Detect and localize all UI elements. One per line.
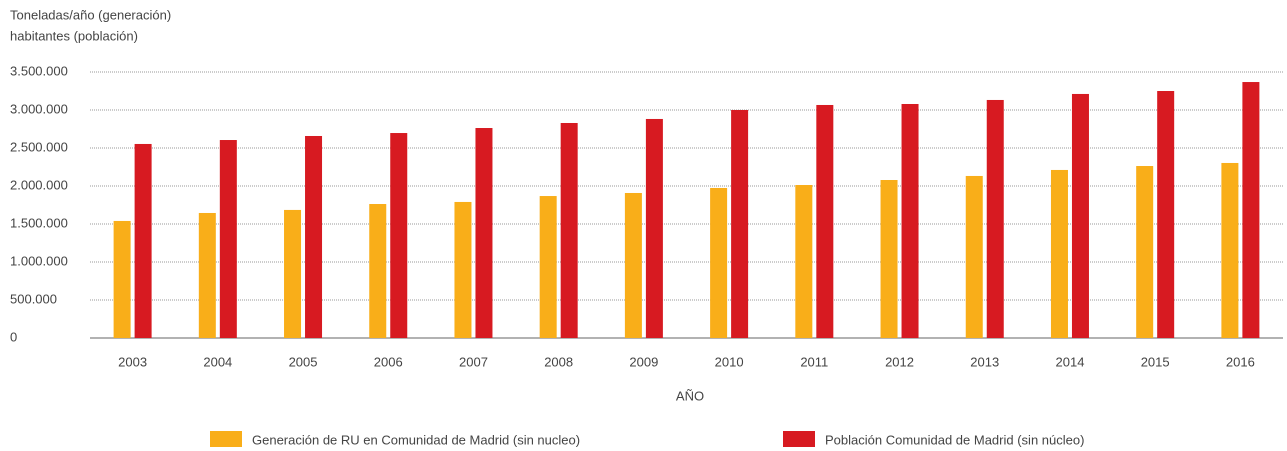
x-tick-label: 2014: [1056, 354, 1085, 369]
bar: [795, 185, 813, 338]
x-tick-label: 2005: [289, 354, 318, 369]
bar: [1071, 93, 1089, 339]
x-tick-label: 2013: [970, 354, 999, 369]
bar: [305, 135, 323, 338]
bar: [560, 122, 578, 338]
bar: [816, 104, 834, 338]
bar: [198, 212, 216, 338]
x-tick-label: 2015: [1141, 354, 1170, 369]
legend-swatch: [783, 431, 815, 447]
x-tick-label: 2008: [544, 354, 573, 369]
bar: [539, 196, 557, 338]
bar: [390, 133, 408, 338]
bar: [880, 179, 898, 338]
y-tick-label: 3.000.000: [10, 101, 68, 116]
legend-label: Generación de RU en Comunidad de Madrid …: [252, 432, 580, 447]
y-tick-label: 500.000: [10, 291, 57, 306]
y-axis-label: Toneladas/año (generación): [10, 7, 171, 22]
bar: [624, 192, 642, 338]
x-tick-label: 2010: [715, 354, 744, 369]
x-tick-label: 2012: [885, 354, 914, 369]
bar: [645, 118, 663, 338]
legend-swatch: [210, 431, 242, 447]
bar: [284, 209, 302, 338]
y-tick-label: 2.000.000: [10, 177, 68, 192]
x-tick-label: 2016: [1226, 354, 1255, 369]
y-tick-label: 1.500.000: [10, 215, 68, 230]
y-axis-label: habitantes (población): [10, 28, 138, 43]
bar: [1157, 91, 1175, 338]
x-tick-label: 2009: [629, 354, 658, 369]
y-tick-label: 2.500.000: [10, 139, 68, 154]
bar: [219, 140, 237, 338]
x-tick-label: 2004: [203, 354, 232, 369]
bar: [113, 220, 131, 338]
bar: [1136, 166, 1154, 338]
x-axis-label: AÑO: [676, 388, 704, 403]
bar: [986, 99, 1004, 338]
y-tick-label: 3.500.000: [10, 63, 68, 78]
bar: [731, 110, 749, 338]
y-tick-label: 1.000.000: [10, 253, 68, 268]
bar: [475, 128, 493, 338]
bar: [134, 143, 152, 338]
bar: [710, 187, 728, 338]
x-tick-label: 2007: [459, 354, 488, 369]
legend-label: Población Comunidad de Madrid (sin núcle…: [825, 432, 1084, 447]
x-tick-label: 2006: [374, 354, 403, 369]
x-tick-label: 2003: [118, 354, 147, 369]
bar: [1050, 169, 1068, 338]
bar: [454, 201, 472, 338]
bar: [1221, 162, 1239, 338]
bar: [369, 204, 387, 338]
x-tick-label: 2011: [800, 354, 828, 369]
y-tick-label: 0: [10, 329, 17, 344]
bar: [901, 103, 919, 338]
bar: [965, 175, 983, 338]
bar: [1242, 82, 1260, 338]
